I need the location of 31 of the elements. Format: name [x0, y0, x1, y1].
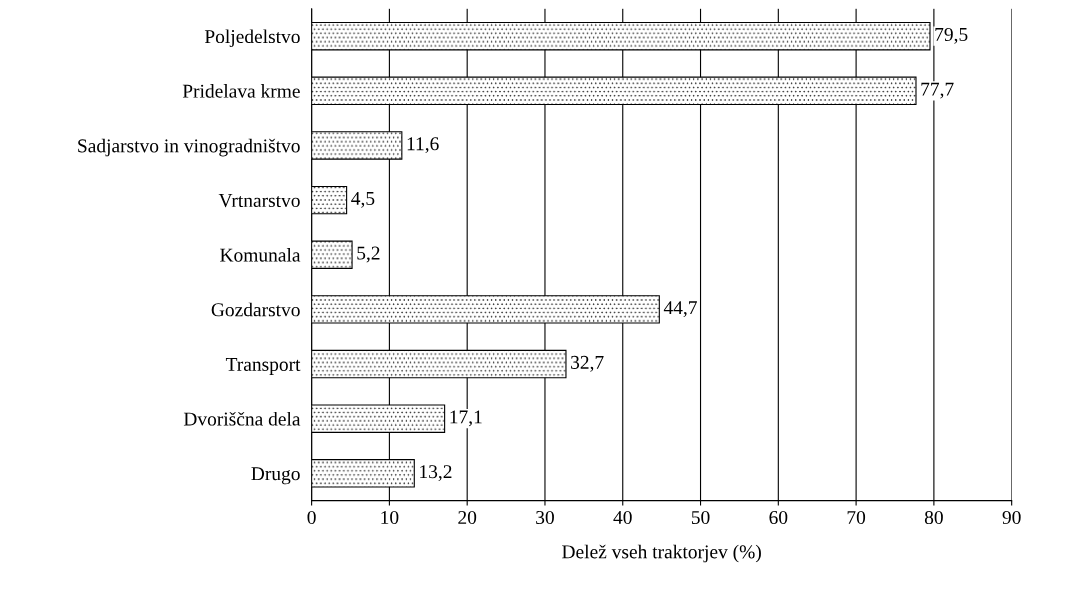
y-tick-label: Pridelava krme	[182, 84, 300, 98]
data-label: 5,2	[357, 246, 380, 263]
x-tick-label: 90	[1002, 510, 1021, 525]
data-label: 32,7	[571, 355, 604, 372]
y-tick-label: Dvoriščna dela	[183, 411, 301, 426]
y-tick-label: Vrtnarstvo	[218, 194, 300, 208]
y-tick-label: Gozdarstvo	[211, 302, 300, 317]
y-tick-label: Komunala	[220, 248, 301, 262]
x-axis-title: Delež vseh traktorjev (%)	[562, 544, 761, 563]
x-tick-label: 50	[691, 510, 710, 525]
y-tick-label: Sadjarstvo in vinogradništvo	[78, 138, 300, 157]
x-tick-label: 80	[924, 510, 943, 525]
x-tick-label: 40	[613, 510, 632, 525]
x-tick-label: 0	[307, 510, 316, 525]
x-tick-label: 20	[458, 510, 477, 525]
x-tick-label: 70	[847, 510, 866, 525]
data-label: 79,5	[935, 27, 968, 44]
data-label: 13,2	[420, 465, 452, 481]
x-tick-label: 10	[381, 510, 399, 525]
y-tick-label: Transport	[225, 358, 301, 375]
data-label: 11,6	[407, 137, 439, 154]
data-label: 77,7	[921, 82, 954, 99]
data-label: 17,1	[450, 410, 482, 427]
y-tick-label: Poljedelstvo	[204, 29, 300, 48]
data-label: 4,5	[351, 191, 375, 208]
bar	[311, 240, 353, 269]
x-tick-label: 60	[769, 510, 788, 525]
x-tick-label: 30	[536, 510, 554, 525]
data-label: 44,7	[663, 301, 697, 318]
bar	[311, 185, 348, 215]
y-tick-label: Drugo	[251, 467, 300, 485]
